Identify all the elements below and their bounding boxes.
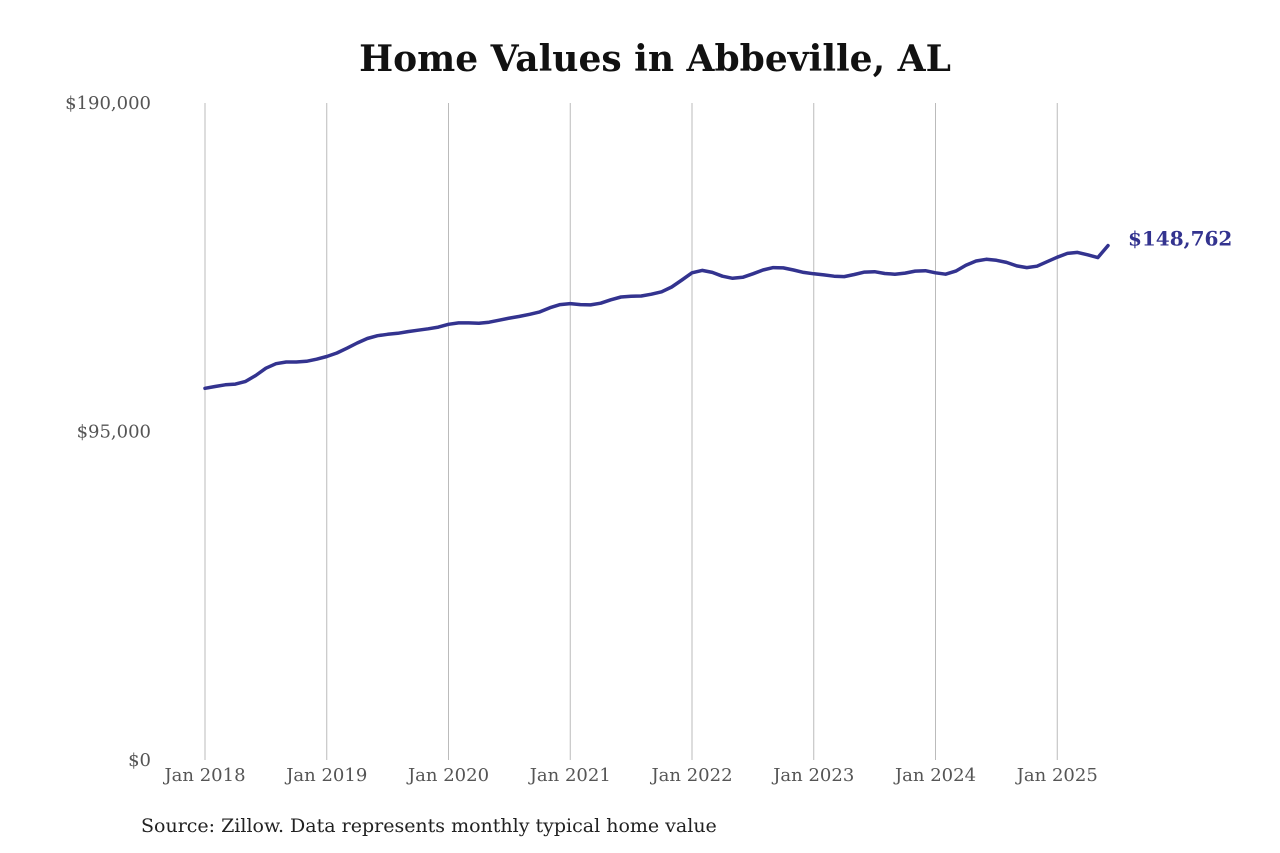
x-axis-tick-labels: Jan 2018 Jan 2019 Jan 2020 Jan 2021 Jan 2022…	[162, 765, 1097, 786]
x-tick-label: Jan 2025	[1015, 765, 1098, 786]
y-tick-label: $0	[128, 750, 151, 771]
x-tick-label: Jan 2019	[284, 765, 367, 786]
x-tick-label: Jan 2024	[893, 765, 976, 786]
x-tick-label: Jan 2020	[406, 765, 489, 786]
x-tick-label: Jan 2018	[162, 765, 245, 786]
x-tick-label: Jan 2023	[771, 765, 854, 786]
y-tick-label: $190,000	[65, 93, 151, 114]
x-tick-label: Jan 2021	[528, 765, 611, 786]
x-tick-label: Jan 2022	[649, 765, 732, 786]
series-layer	[203, 243, 1110, 391]
source-note: Source: Zillow. Data represents monthly …	[141, 815, 717, 837]
end-value-label-layer: $148,762	[1128, 227, 1232, 251]
end-value-label: $148,762	[1128, 227, 1232, 251]
grid-lines	[204, 103, 1058, 760]
y-tick-label: $95,000	[77, 422, 151, 443]
series-line-home-value	[203, 243, 1110, 391]
chart-title: Home Values in Abbeville, AL	[359, 38, 951, 80]
y-axis-tick-labels: $0 $95,000 $190,000	[65, 93, 151, 771]
